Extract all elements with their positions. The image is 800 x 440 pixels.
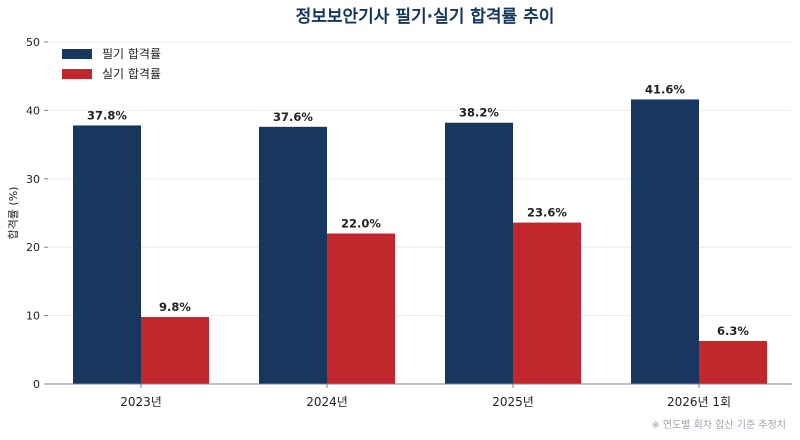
bar-practical	[141, 316, 209, 384]
data-label: 41.6%	[645, 82, 685, 96]
x-tick-label: 2026년 1회	[667, 395, 731, 409]
x-tick-label: 2023년	[120, 395, 162, 409]
bar-written	[445, 122, 513, 384]
bar-written	[73, 125, 141, 384]
data-labels: 37.8% 9.8% 37.6% 22.0% 38.2% 23.6% 41.6% 6.3%	[87, 82, 749, 337]
legend-label: 실기 합격률	[102, 67, 161, 81]
bar-practical	[327, 233, 395, 384]
y-axis-label: 합격률 (%)	[7, 187, 20, 240]
chart-title: 정보보안기사 필기·실기 합격률 추이	[296, 6, 555, 27]
x-tick-label: 2025년	[492, 395, 534, 409]
bar-written	[631, 99, 699, 385]
footnote: ※ 연도별 회차 합산 기준 추정치	[651, 419, 786, 431]
x-tick-label: 2024년	[306, 395, 348, 409]
data-label: 22.0%	[341, 217, 381, 231]
bar-written	[259, 126, 327, 384]
bar-practical	[699, 340, 767, 384]
data-label: 38.2%	[459, 106, 499, 120]
y-axis-ticks: 0 10 20 30 40 50	[26, 36, 48, 391]
y-tick-label: 20	[26, 241, 40, 254]
x-axis-categories: 2023년 2024년 2025년 2026년 1회	[120, 384, 731, 409]
legend-swatch	[62, 69, 92, 79]
data-label: 23.6%	[527, 206, 567, 220]
legend-swatch	[62, 49, 92, 59]
legend-label: 필기 합격률	[102, 47, 161, 61]
data-label: 37.8%	[87, 108, 127, 122]
y-tick-label: 50	[26, 36, 40, 49]
y-tick-label: 40	[26, 104, 40, 117]
y-tick-label: 0	[33, 378, 40, 391]
data-label: 9.8%	[159, 300, 191, 314]
bar-practical	[513, 222, 581, 384]
bars	[73, 99, 767, 385]
data-label: 37.6%	[273, 110, 313, 124]
data-label: 6.3%	[717, 324, 749, 338]
y-tick-label: 30	[26, 173, 40, 186]
y-tick-label: 10	[26, 310, 40, 323]
